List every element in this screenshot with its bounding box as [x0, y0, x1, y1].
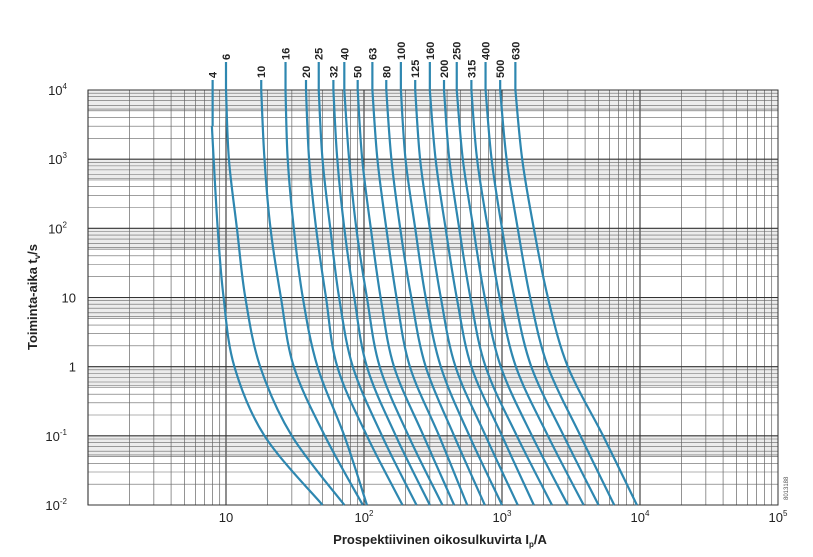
- rating-label-16: 16: [281, 48, 293, 60]
- fuse-curve-4: [210, 126, 324, 506]
- fuse-curve-100: [399, 89, 503, 506]
- rating-label-250: 250: [452, 42, 464, 60]
- fuse-curve-315: [470, 89, 585, 506]
- x-tick-label: 103: [493, 509, 512, 525]
- fuse-curve-50: [356, 89, 456, 506]
- fuse-curve-125: [414, 89, 519, 506]
- rating-label-630: 630: [510, 42, 522, 60]
- rating-label-10: 10: [256, 66, 268, 78]
- fuse-curve-25: [317, 89, 418, 506]
- x-tick-labels: 10 102 103 104 105: [219, 509, 788, 525]
- rating-label-40: 40: [339, 48, 351, 60]
- fuse-curve-250: [455, 89, 569, 506]
- rating-label-80: 80: [381, 66, 393, 78]
- fuse-curve-200: [442, 89, 553, 506]
- fuse-curve-10: [260, 89, 364, 506]
- rating-label-20: 20: [301, 66, 313, 78]
- rating-label-315: 315: [466, 60, 478, 78]
- y-tick-label: 103: [48, 151, 67, 167]
- x-tick-label: 104: [631, 509, 650, 525]
- y-tick-label: 102: [48, 220, 67, 236]
- fuse-curve-20: [304, 89, 404, 506]
- rating-label-6: 6: [221, 54, 233, 60]
- y-axis-title-unit: /s: [25, 244, 40, 255]
- plot-frame: [87, 89, 779, 506]
- fuse-curve-63: [371, 89, 469, 506]
- y-axis-title-subscript: v: [33, 254, 42, 259]
- fuse-curve-80: [385, 89, 486, 506]
- rating-label-200: 200: [439, 60, 451, 78]
- rating-label-63: 63: [367, 48, 379, 60]
- fuse-curve-32: [332, 89, 431, 506]
- rating-label-100: 100: [396, 42, 408, 60]
- rating-label-400: 400: [481, 42, 493, 60]
- fuse-curve-16: [284, 89, 368, 506]
- fuse-curve-500: [499, 89, 616, 506]
- fuse-curve-630: [514, 89, 638, 506]
- fuse-curve-400: [484, 89, 600, 506]
- rating-label-32: 32: [328, 66, 340, 78]
- fuse-curve-160: [428, 89, 535, 506]
- x-tick-label: 102: [355, 509, 374, 525]
- fuse-curves: [210, 62, 638, 506]
- x-axis-title-unit: /A: [534, 532, 548, 547]
- x-tick-label: 10: [219, 510, 233, 525]
- y-tick-label: 1: [69, 360, 76, 375]
- y-tick-label: 10-1: [45, 428, 67, 444]
- y-axis-title: Toiminta-aika tv/s: [25, 244, 42, 350]
- rating-label-50: 50: [353, 66, 365, 78]
- fuse-curve-40: [343, 89, 444, 506]
- rating-label-500: 500: [495, 60, 507, 78]
- rating-label-4: 4: [208, 71, 220, 78]
- y-tick-label: 10: [62, 291, 76, 306]
- fuse-curve-6: [224, 89, 346, 506]
- figure-code: 8013188: [784, 476, 790, 500]
- y-tick-label: 10-2: [45, 497, 67, 513]
- y-tick-label: 104: [48, 82, 67, 98]
- x-axis-title-subscript: p: [529, 540, 534, 549]
- rating-label-160: 160: [425, 42, 437, 60]
- rating-label-125: 125: [410, 60, 422, 78]
- x-tick-label: 105: [769, 509, 788, 525]
- x-axis-title: Prospektiivinen oikosulkuvirta Ip/A: [333, 532, 547, 549]
- rating-label-25: 25: [314, 48, 326, 60]
